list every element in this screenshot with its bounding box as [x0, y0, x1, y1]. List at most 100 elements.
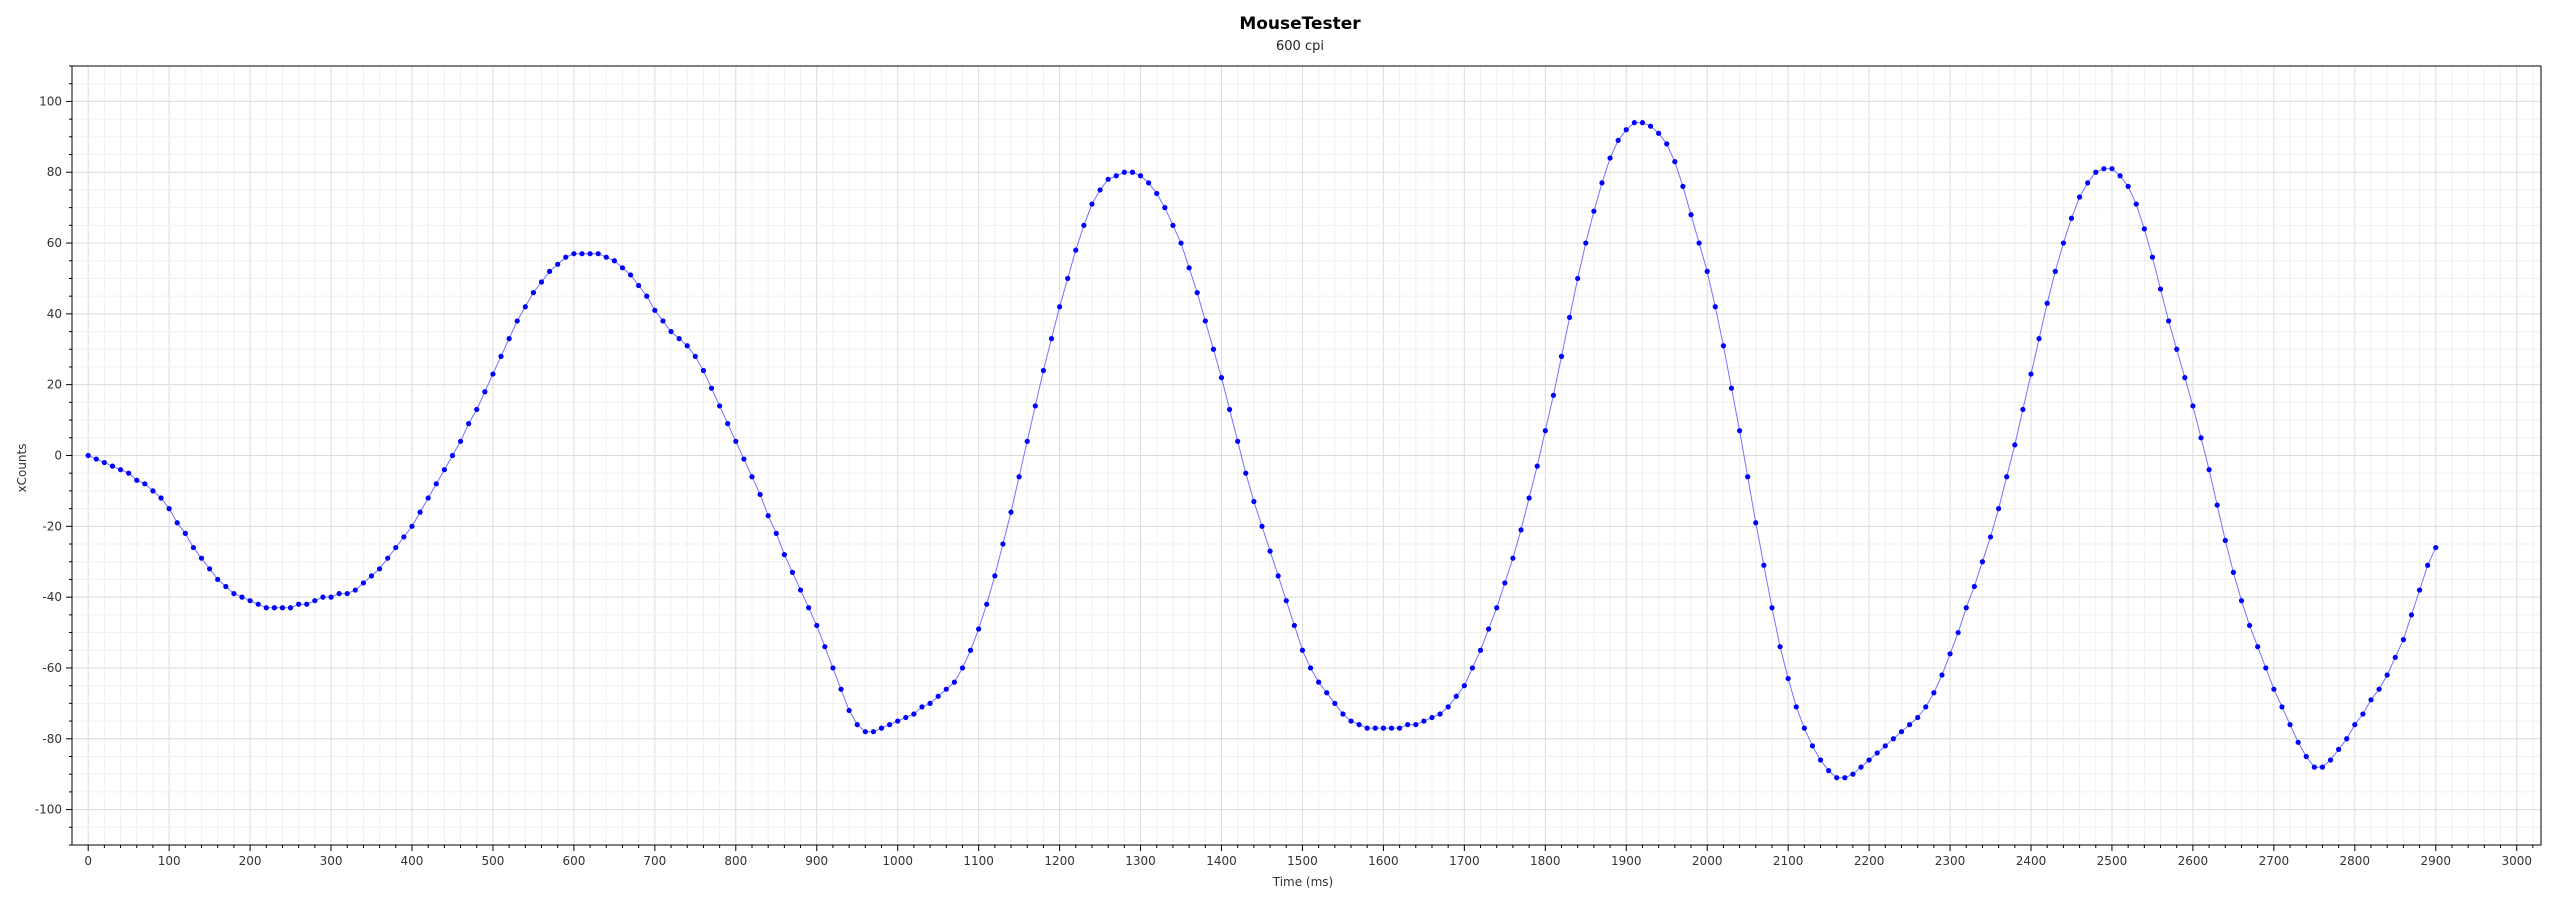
data-point — [1753, 520, 1759, 526]
data-point — [1672, 159, 1678, 165]
data-point — [676, 336, 682, 342]
data-point — [1550, 392, 1556, 398]
data-point — [1332, 700, 1338, 706]
data-point — [1413, 722, 1419, 728]
data-point — [279, 605, 286, 611]
data-point — [943, 686, 949, 692]
data-point — [1996, 506, 2002, 512]
data-point — [919, 704, 925, 710]
data-point — [2149, 254, 2156, 260]
data-point — [789, 569, 796, 575]
data-point — [441, 467, 447, 473]
data-point — [1032, 403, 1038, 409]
data-point — [741, 456, 747, 462]
data-point — [2238, 598, 2245, 604]
data-point — [1826, 768, 1832, 774]
data-point — [296, 601, 302, 607]
data-point — [85, 452, 91, 459]
data-point — [433, 481, 439, 487]
data-point — [1218, 375, 1225, 381]
x-tick-label: 1000 — [882, 854, 913, 868]
data-point — [668, 328, 674, 335]
x-tick-label: 600 — [562, 854, 585, 868]
data-point — [417, 509, 423, 515]
data-point — [2036, 336, 2042, 342]
data-point — [1040, 367, 1047, 374]
data-point — [2416, 587, 2423, 593]
plot-area — [85, 120, 2439, 781]
grid — [72, 65, 2541, 846]
data-point — [1631, 120, 1637, 126]
data-point — [1194, 290, 1200, 296]
data-point — [182, 530, 188, 537]
data-point — [401, 534, 407, 540]
x-tick-label: 1200 — [1044, 854, 1075, 868]
data-point — [547, 268, 553, 274]
data-point — [2076, 194, 2083, 200]
data-point — [1866, 757, 1872, 763]
data-point — [2133, 201, 2139, 207]
data-point — [1834, 775, 1840, 781]
data-point — [2206, 467, 2212, 473]
x-tick-label: 700 — [643, 854, 666, 868]
data-point — [1089, 201, 1095, 207]
data-point — [1170, 222, 1176, 228]
data-point — [1113, 173, 1119, 179]
data-point — [1316, 679, 1322, 685]
data-point — [2093, 169, 2099, 175]
data-point — [854, 722, 860, 728]
y-tick-label: 60 — [47, 236, 62, 250]
data-point — [1688, 212, 1694, 218]
data-point — [992, 573, 998, 579]
data-point — [134, 477, 140, 483]
data-point — [1275, 573, 1281, 579]
data-point — [474, 406, 480, 413]
data-point — [627, 272, 634, 278]
data-point — [830, 665, 836, 671]
x-tick-label: 100 — [158, 854, 181, 868]
data-point — [806, 605, 812, 611]
data-point — [1777, 644, 1783, 650]
data-point — [1267, 548, 1273, 554]
data-point — [959, 665, 966, 671]
data-point — [579, 251, 585, 257]
data-point — [1947, 651, 1953, 657]
data-point — [263, 605, 269, 611]
data-point — [1243, 470, 1249, 476]
data-point — [190, 544, 197, 551]
data-point — [603, 254, 609, 260]
data-point — [1534, 463, 1540, 469]
data-point — [1575, 275, 1581, 282]
data-point — [2068, 215, 2075, 221]
data-point — [725, 421, 731, 427]
data-point — [838, 686, 844, 692]
data-point — [409, 523, 415, 529]
data-point — [2117, 173, 2123, 179]
data-point — [1291, 622, 1297, 629]
data-point — [757, 491, 763, 498]
data-point — [1615, 137, 1621, 143]
data-point — [571, 251, 577, 257]
data-point — [684, 343, 690, 349]
data-point — [2214, 502, 2220, 508]
data-point — [1202, 318, 1208, 324]
data-point — [1736, 428, 1743, 434]
data-point — [255, 601, 261, 607]
data-point — [2174, 346, 2180, 352]
data-point — [887, 722, 893, 728]
data-point — [1599, 180, 1605, 186]
data-point — [1558, 353, 1565, 359]
data-point — [1210, 346, 1217, 352]
data-point — [174, 520, 180, 526]
data-point — [2222, 537, 2228, 544]
data-point — [1656, 130, 1662, 136]
data-point — [1987, 534, 1994, 540]
data-point — [797, 587, 804, 593]
data-point — [587, 251, 593, 257]
y-tick-label: 40 — [47, 307, 62, 321]
data-point — [1639, 120, 1646, 126]
data-point — [862, 729, 868, 735]
data-point — [846, 707, 852, 714]
data-point — [2255, 644, 2261, 650]
x-tick-label: 2000 — [1692, 854, 1723, 868]
